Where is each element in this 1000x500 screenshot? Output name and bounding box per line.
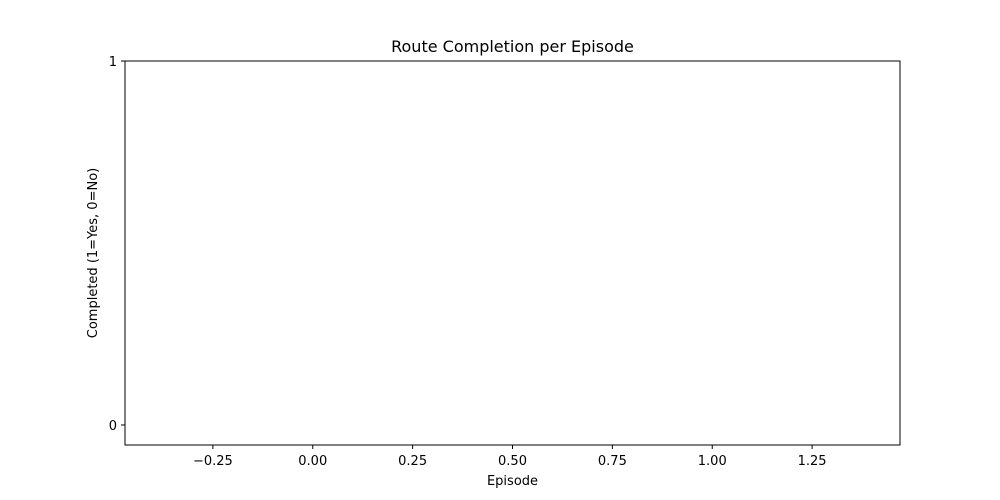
x-tick-label: 1.00	[698, 454, 727, 469]
x-tick-label: 0.75	[598, 454, 627, 469]
y-tick-label: 0	[109, 419, 117, 434]
x-tick-label: 1.25	[798, 454, 827, 469]
y-axis-ticks: 01	[109, 55, 125, 434]
x-axis-label: Episode	[487, 474, 538, 489]
x-axis-ticks: −0.25 0.00 0.25 0.50 0.75 1.00 1.25	[193, 445, 827, 469]
y-axis-label: Completed (1=Yes, 0=No)	[86, 168, 101, 338]
chart-title: Route Completion per Episode	[391, 37, 634, 56]
y-tick-label: 1	[109, 55, 117, 70]
x-tick-label: 0.00	[298, 454, 327, 469]
x-tick-label: 0.50	[498, 454, 527, 469]
x-tick-label: 0.25	[398, 454, 427, 469]
plot-area	[124, 60, 901, 446]
plot-frame	[124, 60, 901, 446]
x-tick-label: −0.25	[193, 454, 233, 469]
